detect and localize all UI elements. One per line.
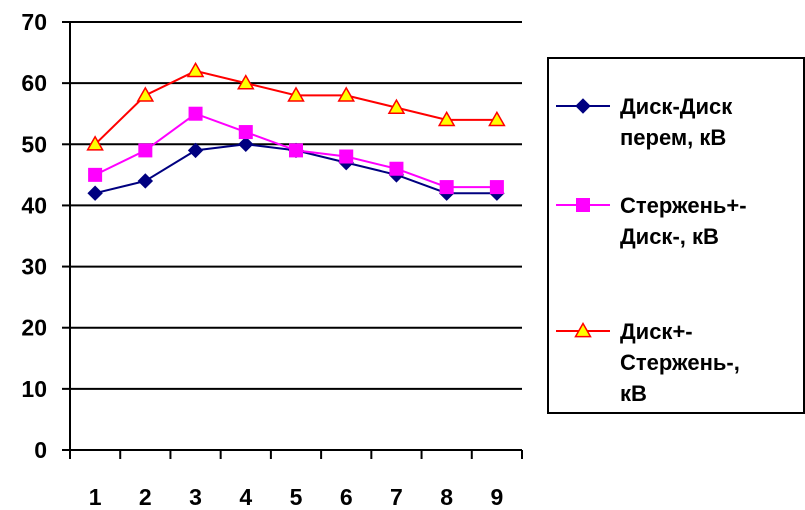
y-tick-label-70: 70 [21, 9, 47, 35]
x-tick-label-4: 4 [239, 484, 252, 510]
legend-marker-2 [574, 321, 592, 338]
y-tick-label-60: 60 [21, 70, 47, 96]
legend-marker-1 [576, 198, 590, 212]
legend-label-2-0: Диск+- [620, 319, 693, 344]
data-point-s2-5 [287, 86, 305, 102]
series-2 [86, 61, 506, 151]
series-line-2 [94, 69, 497, 146]
legend-label-2-2: кВ [620, 381, 647, 406]
series-1 [88, 106, 504, 195]
legend-entry-1: Стержень+- Диск-, кВ [556, 193, 747, 249]
data-point-s2-3 [186, 61, 205, 78]
data-point-s1-1 [88, 167, 103, 182]
y-tick-label-50: 50 [21, 131, 47, 157]
data-point-s1-2 [138, 143, 153, 158]
data-point-s1-3 [188, 106, 203, 121]
legend-label-0-1: перем, кВ [620, 125, 726, 150]
x-tick-label-1: 1 [89, 484, 102, 510]
y-tick-label-30: 30 [21, 254, 47, 280]
data-point-s0-4 [238, 136, 254, 152]
legend-label-1-1: Диск-, кВ [620, 224, 719, 249]
x-tick-label-2: 2 [139, 484, 152, 510]
x-tick-label-8: 8 [440, 484, 453, 510]
legend: Диск-Диск перем, кВ Стержень+- Диск-, кВ Дис… [547, 57, 805, 414]
data-point-s1-9 [489, 180, 504, 195]
data-point-s2-4 [236, 74, 255, 90]
legend-entry-2: Диск+- Стержень-, кВ [556, 319, 740, 406]
data-point-s1-6 [339, 149, 354, 164]
x-tick-label-3: 3 [189, 484, 202, 510]
data-point-s0-2 [137, 173, 154, 189]
data-point-s2-2 [136, 86, 155, 102]
legend-marker-0 [575, 98, 591, 114]
data-point-s1-7 [389, 161, 404, 176]
data-point-s1-8 [439, 180, 454, 195]
legend-label-0-0: Диск-Диск [620, 94, 733, 119]
legend-label-1-0: Стержень+- [620, 193, 747, 218]
x-tick-label-5: 5 [290, 484, 303, 510]
data-point-s2-6 [337, 86, 356, 102]
y-tick-label-0: 0 [34, 437, 47, 463]
x-tick-labels: 1 2 3 4 5 6 7 8 9 [89, 484, 504, 510]
data-point-s2-9 [488, 110, 506, 127]
gridlines [70, 21, 522, 390]
legend-label-2-1: Стержень-, [620, 350, 740, 375]
x-tick-label-9: 9 [490, 484, 503, 510]
data-point-s2-8 [437, 110, 456, 127]
data-point-s2-7 [387, 98, 406, 114]
data-point-s1-5 [289, 143, 303, 158]
axes [62, 21, 523, 459]
data-point-s0-1 [87, 185, 103, 201]
y-tick-labels: 0 10 20 30 40 50 60 70 [21, 9, 47, 463]
y-tick-label-40: 40 [21, 192, 47, 218]
legend-box [547, 57, 805, 414]
series-layer [86, 61, 506, 201]
x-tick-label-6: 6 [340, 484, 353, 510]
y-tick-label-20: 20 [21, 315, 47, 341]
x-tick-label-7: 7 [390, 484, 403, 510]
data-point-s1-4 [238, 125, 253, 140]
y-tick-label-10: 10 [21, 376, 47, 402]
data-point-s0-3 [187, 142, 204, 159]
legend-entry-0: Диск-Диск перем, кВ [556, 94, 733, 150]
data-point-s2-1 [86, 135, 104, 151]
